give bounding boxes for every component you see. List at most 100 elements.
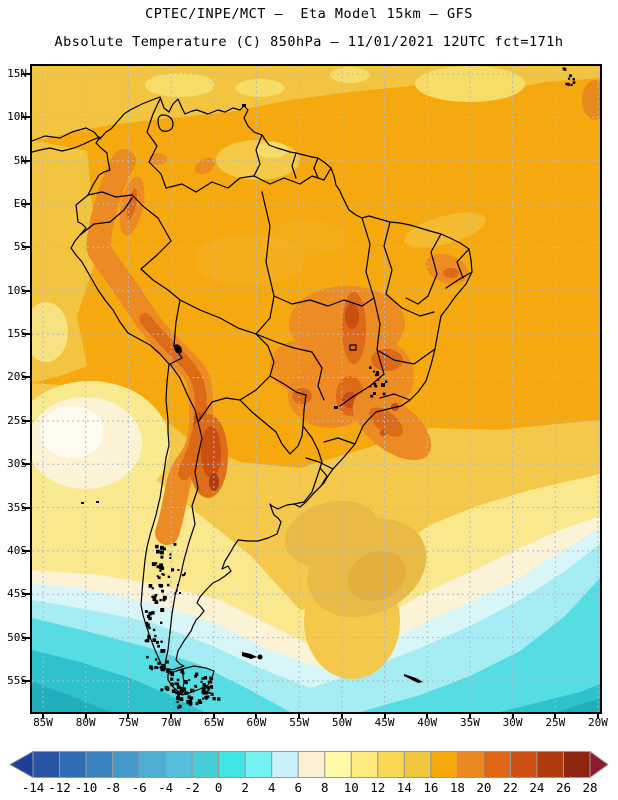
terrain-speckle <box>176 696 180 700</box>
terrain-speckle <box>153 597 157 601</box>
terrain-speckle <box>369 366 372 369</box>
lat-tick <box>22 289 30 292</box>
terrain-speckle <box>160 640 163 643</box>
terrain-speckle <box>209 676 214 681</box>
lat-label: 45S <box>7 587 27 601</box>
terrain-speckle <box>162 667 166 671</box>
terrain-speckle <box>175 589 178 592</box>
terrain-speckle <box>175 691 178 695</box>
lat-label: 25S <box>7 413 27 427</box>
terrain-speckle <box>160 550 164 555</box>
south-georgia <box>404 674 423 683</box>
terrain-speckle <box>207 687 210 690</box>
terrain-speckle <box>179 592 181 594</box>
lon-tick <box>42 712 44 718</box>
terrain-speckle <box>157 661 161 665</box>
lon-tick <box>468 712 471 718</box>
terrain-speckle <box>184 680 188 684</box>
colorbar-cell <box>271 751 299 778</box>
lat-tick <box>22 376 30 379</box>
terrain-speckle <box>146 614 151 618</box>
terrain-speckle <box>157 576 161 580</box>
terrain-speckle <box>160 649 164 653</box>
colorbar-cell <box>377 751 405 778</box>
terrain-speckle <box>176 700 179 704</box>
colorbar-left-arrow <box>8 750 34 779</box>
lon-tick <box>127 712 130 718</box>
terrain-speckle <box>170 682 174 687</box>
terrain-speckle <box>170 672 175 677</box>
colorbar-cell <box>297 751 326 778</box>
terrain-speckle <box>370 394 374 398</box>
colorbar-cell <box>244 751 273 778</box>
terrain-speckle <box>170 677 174 681</box>
coastline <box>31 96 473 671</box>
terrain-speckle <box>144 610 148 613</box>
terrain-speckle <box>208 691 211 694</box>
terrain-speckle <box>166 668 171 672</box>
lon-tick <box>170 712 173 718</box>
colorbar-label: 18 <box>449 780 465 795</box>
terrain-speckle <box>160 688 164 692</box>
colorbar-cell <box>112 751 140 778</box>
terrain-speckle <box>165 660 169 664</box>
colorbar-cell <box>403 751 432 778</box>
terrain-speckle <box>150 667 154 671</box>
terrain-speckle <box>177 694 180 698</box>
distrito-federal-outline <box>349 344 357 351</box>
terrain-speckle <box>195 702 199 706</box>
colorbar-cell <box>456 751 485 778</box>
lat-label: 40S <box>7 543 27 557</box>
lat-tick <box>22 203 30 206</box>
terrain-speckle <box>155 562 158 565</box>
border-guy-sur <box>291 152 297 179</box>
terrain-speckle <box>565 82 568 86</box>
lat-label: 5N <box>13 153 27 167</box>
state-line <box>373 297 385 375</box>
colorbar-label: -14 <box>21 780 45 795</box>
terrain-speckle <box>179 697 184 701</box>
terrain-speckle <box>177 569 180 571</box>
terrain-speckle <box>182 672 185 675</box>
terrain-speckle <box>176 584 179 587</box>
state-line <box>376 348 436 365</box>
falkland-east <box>257 654 263 660</box>
border-bol-par <box>239 375 271 401</box>
terrain-speckle <box>154 594 158 597</box>
terrain-speckle <box>148 626 151 630</box>
terrain-speckle <box>202 697 205 700</box>
terrain-speckle <box>384 380 388 383</box>
terrain-speckle <box>147 635 151 640</box>
map-frame <box>10 64 608 721</box>
lat-tick <box>22 159 30 162</box>
terrain-speckle <box>159 665 163 669</box>
state-line <box>255 317 313 353</box>
terrain-speckle <box>171 568 175 572</box>
colorbar-right-arrow <box>589 750 609 779</box>
lon-label: 50W <box>331 716 352 729</box>
terrain-speckle <box>159 584 163 588</box>
lat-label: 10N <box>7 110 27 124</box>
colorbar-label: -6 <box>131 780 147 795</box>
colorbar-cell <box>165 751 193 778</box>
terrain-speckle <box>152 628 156 632</box>
lat-tick <box>22 246 30 249</box>
terrain-speckle <box>204 695 208 700</box>
reservoir <box>376 371 379 376</box>
terrain-speckle <box>145 623 148 626</box>
terrain-speckle <box>179 687 183 690</box>
state-line <box>383 221 393 295</box>
terrain-speckle <box>188 679 191 682</box>
lon-label: 55W <box>289 716 310 729</box>
terrain-speckle <box>382 392 386 396</box>
lon-tick <box>383 712 386 718</box>
country-borders <box>31 96 473 696</box>
colorbar-label: -8 <box>105 780 121 795</box>
pacific-island <box>96 501 99 503</box>
terrain-speckle <box>155 666 159 669</box>
terrain-speckle <box>159 563 164 568</box>
terrain-speckle <box>151 611 155 615</box>
lon-label: 85W <box>33 716 53 729</box>
colorbar-label: 26 <box>555 780 571 795</box>
terrain-speckle <box>201 677 204 680</box>
